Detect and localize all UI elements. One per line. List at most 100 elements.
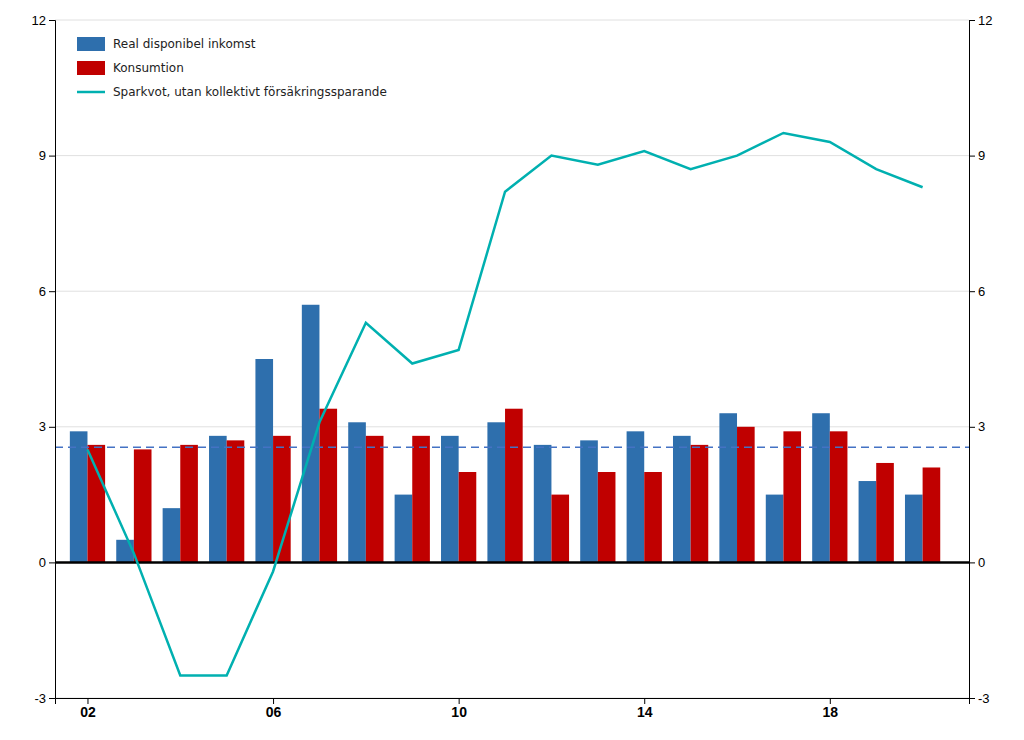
y-axis: -3 0 3 6 9 12	[32, 13, 56, 706]
legend-background	[65, 30, 399, 108]
bar	[209, 436, 227, 563]
tick-mark	[49, 291, 55, 292]
bar	[505, 409, 523, 563]
tick-mark	[49, 698, 55, 699]
bar	[366, 436, 384, 563]
legend-swatch	[77, 37, 105, 51]
bar	[905, 495, 923, 563]
bar	[830, 431, 848, 562]
bar	[459, 472, 477, 562]
bar	[812, 413, 830, 562]
grid-line	[55, 20, 969, 21]
tick: 02	[80, 698, 96, 720]
grid-line	[55, 291, 969, 292]
legend-swatch	[77, 91, 105, 94]
tick: 0	[969, 555, 985, 570]
plot-area	[55, 133, 969, 675]
bar	[719, 413, 737, 562]
tick-mark	[969, 427, 975, 428]
bar	[673, 436, 691, 563]
bar	[766, 495, 784, 563]
tick: 12	[32, 13, 55, 28]
bar	[395, 495, 413, 563]
tick: -3	[969, 691, 990, 706]
bar	[227, 440, 245, 562]
tick: 10	[451, 698, 467, 720]
tick-label: 6	[978, 284, 985, 299]
tick-label: 3	[39, 419, 46, 434]
legend: Real disponibel inkomstKonsumtionSparkvo…	[65, 30, 399, 108]
bar-series	[70, 305, 923, 563]
tick-label: 6	[39, 284, 46, 299]
bar	[487, 422, 505, 562]
legend-item: Real disponibel inkomst	[77, 37, 256, 51]
bar	[551, 495, 569, 563]
tick-label: 9	[978, 148, 985, 163]
grid	[55, 20, 969, 698]
tick-label: 3	[978, 419, 985, 434]
tick: 3	[39, 419, 55, 434]
bar	[319, 409, 337, 563]
grid-line	[55, 155, 969, 156]
tick-label: 12	[978, 13, 992, 28]
tick-label: -3	[978, 691, 990, 706]
tick: 18	[823, 698, 839, 720]
chart: 02 06 10 14 18 -3 0 3 6 9 12 -3 0 3 6 9 12 Real disponibe…	[0, 0, 1024, 740]
tick-label: 18	[823, 704, 839, 720]
bar	[859, 481, 877, 562]
tick-label: 02	[80, 704, 96, 720]
tick: -3	[34, 691, 55, 706]
tick: 6	[969, 284, 985, 299]
bar	[255, 359, 273, 562]
bar	[644, 472, 662, 562]
bar	[580, 440, 598, 562]
tick-mark	[969, 562, 975, 563]
tick-label: 9	[39, 148, 46, 163]
bar	[627, 431, 645, 562]
bar	[348, 422, 366, 562]
reference-line	[55, 446, 969, 448]
tick-mark	[49, 562, 55, 563]
bar	[876, 463, 894, 562]
tick: 14	[637, 698, 653, 720]
tick-mark	[49, 156, 55, 157]
legend-label: Real disponibel inkomst	[113, 37, 256, 51]
tick: 9	[39, 148, 55, 163]
axis-line	[970, 21, 976, 699]
tick-mark	[969, 156, 975, 157]
tick-label: -3	[34, 691, 46, 706]
tick-mark	[969, 698, 975, 699]
bar	[70, 431, 88, 562]
line	[87, 133, 922, 675]
bar	[441, 436, 459, 563]
bar-series	[87, 409, 940, 563]
reference-line	[55, 561, 969, 564]
tick: 12	[969, 13, 992, 28]
bar	[87, 445, 105, 563]
tick: 9	[969, 148, 985, 163]
bar	[534, 445, 552, 563]
tick-mark	[49, 427, 55, 428]
bar	[116, 540, 134, 563]
tick-mark	[49, 20, 55, 21]
tick-label: 10	[451, 704, 467, 720]
tick-mark	[969, 20, 975, 21]
tick-label: 06	[266, 704, 282, 720]
legend-item: Sparkvot, utan kollektivt försäkringsspa…	[77, 85, 387, 99]
tick: 3	[969, 419, 985, 434]
tick-label: 12	[32, 13, 46, 28]
tick: 06	[266, 698, 282, 720]
x-axis: 02 06 10 14 18	[56, 698, 970, 720]
bar	[163, 508, 181, 562]
axis-line	[49, 21, 56, 699]
bar	[783, 431, 801, 562]
y2-axis: -3 0 3 6 9 12	[969, 13, 992, 706]
tick-label: 0	[978, 555, 985, 570]
bar	[923, 467, 941, 562]
tick-label: 0	[39, 555, 46, 570]
tick-mark	[969, 291, 975, 292]
bar	[598, 472, 616, 562]
grid-line	[55, 562, 969, 563]
bar	[180, 445, 198, 563]
tick-label: 14	[637, 704, 653, 720]
